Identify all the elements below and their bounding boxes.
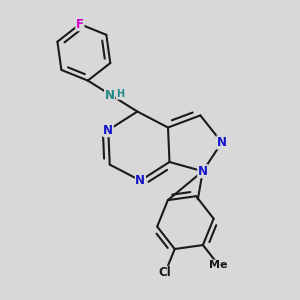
Text: Cl: Cl xyxy=(159,266,172,279)
Text: N: N xyxy=(135,174,146,187)
Text: F: F xyxy=(76,18,84,31)
Text: N: N xyxy=(198,165,208,178)
Text: N: N xyxy=(217,136,227,149)
Text: H: H xyxy=(116,89,124,99)
Text: N: N xyxy=(103,124,113,136)
Text: Me: Me xyxy=(209,260,228,270)
Text: N: N xyxy=(105,89,115,102)
